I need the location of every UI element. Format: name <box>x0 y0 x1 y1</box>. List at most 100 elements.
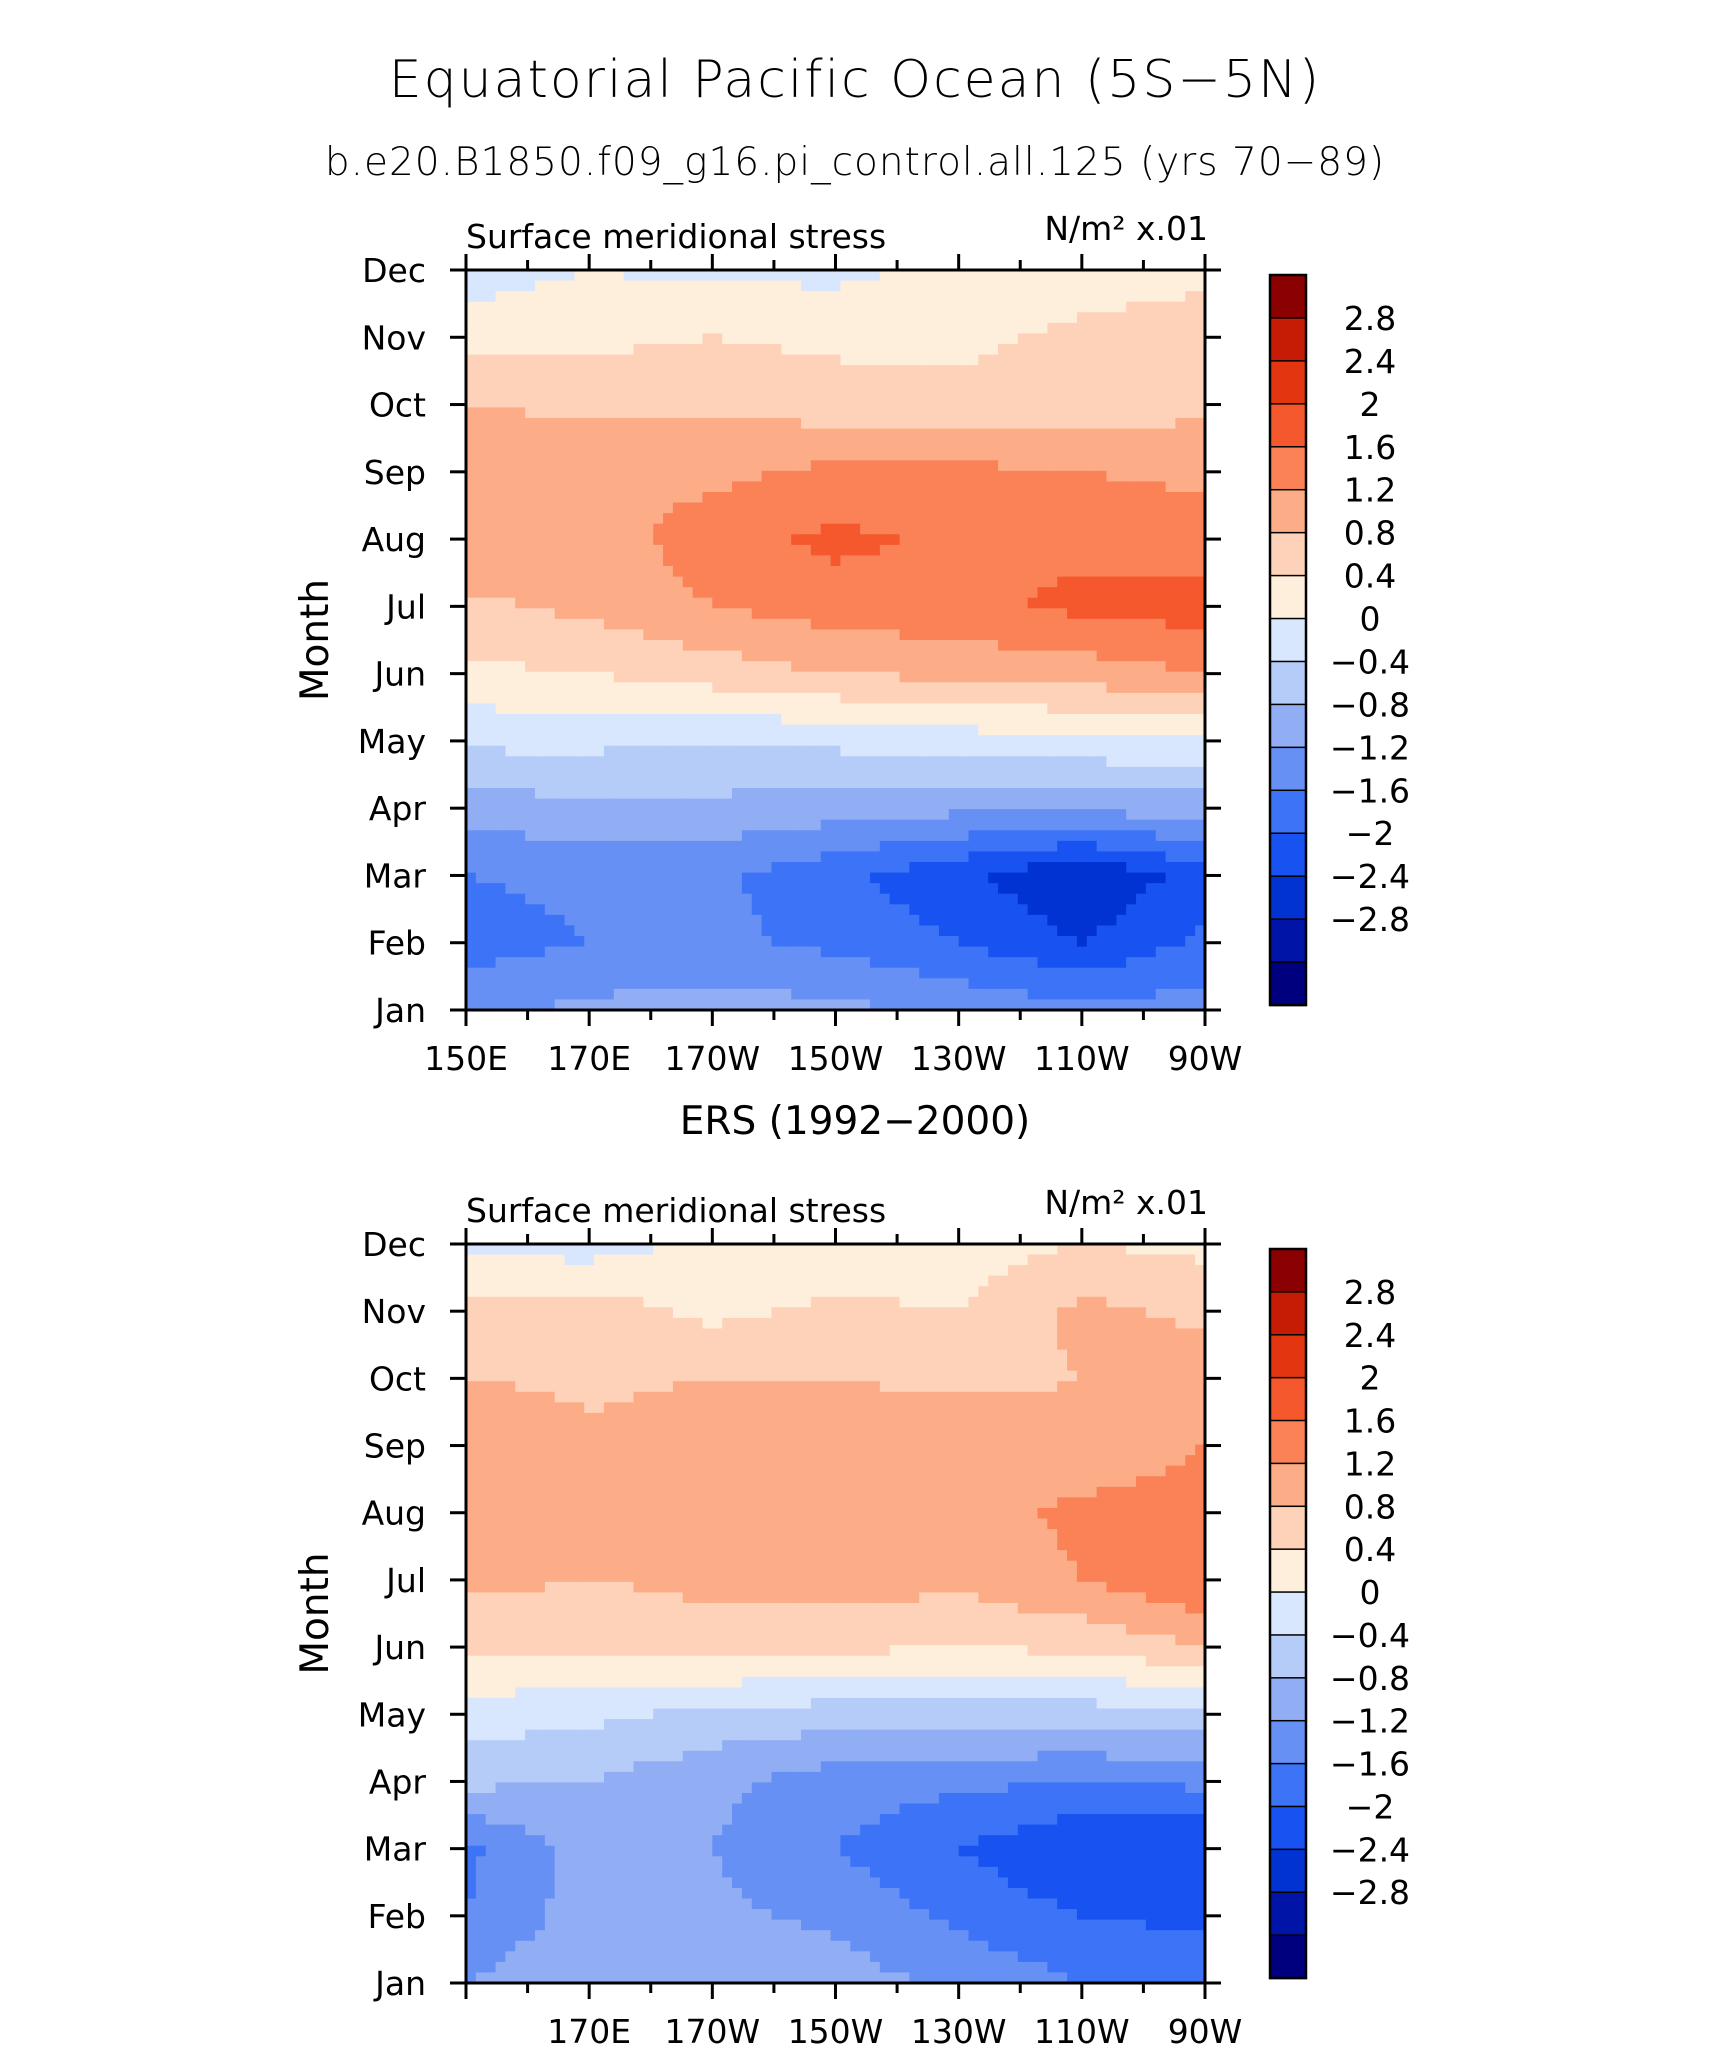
contour-cell <box>663 481 674 493</box>
contour-cell <box>1165 481 1177 493</box>
contour-cell <box>505 544 516 557</box>
contour-cell <box>682 830 694 842</box>
contour-cell <box>1185 534 1196 546</box>
contour-cell <box>534 555 546 567</box>
contour-cell <box>682 576 694 588</box>
contour-cell <box>938 587 950 599</box>
contour-cell <box>663 766 674 779</box>
contour-cell <box>1007 650 1019 662</box>
contour-cell <box>1076 301 1088 313</box>
contour-cell <box>1096 872 1108 884</box>
contour-cell <box>1057 407 1068 419</box>
contour-cell <box>534 375 546 387</box>
contour-cell <box>525 745 536 757</box>
contour-cell <box>653 946 664 958</box>
contour-cell <box>692 629 704 641</box>
contour-cell <box>998 840 1009 853</box>
contour-cell <box>761 819 773 831</box>
contour-cell <box>466 322 477 335</box>
contour-cell <box>761 618 773 631</box>
contour-cell <box>682 513 694 525</box>
contour-cell <box>515 280 526 292</box>
contour-cell <box>929 893 940 905</box>
contour-cell <box>1047 766 1058 779</box>
contour-cell <box>574 301 585 313</box>
contour-cell <box>505 756 516 768</box>
contour-cell <box>899 661 910 673</box>
contour-cell <box>544 936 556 948</box>
contour-cell <box>1027 312 1039 324</box>
contour-cell <box>682 967 694 979</box>
contour-cell <box>1037 544 1048 557</box>
contour-cell <box>751 291 763 303</box>
contour-cell <box>466 798 477 810</box>
contour-cell <box>820 428 832 440</box>
contour-cell <box>958 798 970 810</box>
contour-cell <box>948 396 960 409</box>
contour-cell <box>603 386 615 398</box>
contour-cell <box>603 671 615 683</box>
contour-cell <box>988 492 999 504</box>
contour-cell <box>1047 946 1058 958</box>
contour-cell <box>475 925 487 937</box>
contour-cell <box>1185 513 1196 525</box>
contour-cell <box>988 798 999 810</box>
contour-cell <box>968 724 979 736</box>
contour-cell <box>751 819 763 831</box>
contour-cell <box>1076 872 1088 884</box>
contour-cell <box>879 798 891 810</box>
contour-cell <box>594 322 605 335</box>
contour-cell <box>781 544 792 557</box>
contour-cell <box>1047 957 1058 969</box>
contour-cell <box>869 819 881 831</box>
contour-cell <box>879 322 891 335</box>
contour-cell <box>584 618 595 631</box>
contour-cell <box>1126 576 1137 588</box>
contour-cell <box>801 914 812 927</box>
contour-cell <box>919 333 930 345</box>
contour-cell <box>820 788 832 800</box>
contour-cell <box>584 883 595 895</box>
contour-cell <box>1027 925 1039 937</box>
contour-cell <box>712 724 723 736</box>
contour-cell <box>594 618 605 631</box>
contour-cell <box>1106 766 1117 779</box>
contour-cell <box>869 925 881 937</box>
contour-cell <box>466 967 477 979</box>
contour-cell <box>1057 555 1068 567</box>
contour-cell <box>840 597 851 609</box>
contour-cell <box>869 322 881 335</box>
contour-cell <box>633 270 644 282</box>
contour-cell <box>613 745 625 757</box>
contour-cell <box>633 629 644 641</box>
contour-cell <box>663 375 674 387</box>
contour-cell <box>771 291 782 303</box>
contour-cell <box>1126 470 1137 483</box>
contour-cell <box>781 449 792 461</box>
contour-cell <box>485 967 497 979</box>
contour-cell <box>929 640 940 652</box>
contour-cell <box>1017 513 1029 525</box>
contour-cell <box>613 449 625 461</box>
contour-cell <box>1126 671 1137 683</box>
contour-cell <box>919 830 930 842</box>
contour-cell <box>1027 597 1039 609</box>
contour-cell <box>466 893 477 905</box>
contour-cell <box>830 301 842 313</box>
contour-cell <box>899 312 910 324</box>
contour-cell <box>544 714 556 726</box>
contour-cell <box>603 703 615 715</box>
contour-cell <box>722 798 733 810</box>
contour-cell <box>958 682 970 694</box>
contour-cell <box>633 470 644 483</box>
contour-cell <box>525 946 536 958</box>
contour-cell <box>613 375 625 387</box>
contour-cell <box>1175 608 1186 620</box>
contour-cell <box>564 629 575 641</box>
contour-cell <box>663 492 674 504</box>
contour-cell <box>584 523 595 535</box>
contour-cell <box>554 682 566 694</box>
contour-cell <box>1096 703 1108 715</box>
contour-cell <box>584 788 595 800</box>
contour-cell <box>958 344 970 356</box>
